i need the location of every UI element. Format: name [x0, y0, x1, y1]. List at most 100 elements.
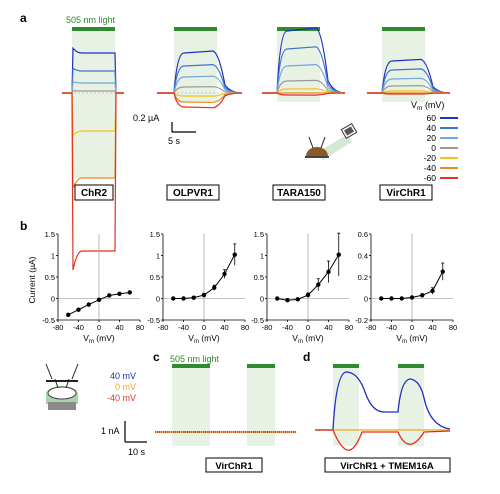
- construct-label-virchr1: VirChR1: [386, 188, 426, 199]
- panel-letter-d: d: [303, 350, 310, 364]
- panel-a-traces: 505 nm light: [62, 15, 451, 271]
- construct-box-tara150: [272, 184, 326, 201]
- iv-xlabel-3: Vm (mV): [396, 333, 428, 345]
- iv-xtick-label-3: 40: [428, 323, 436, 332]
- trace-chr2--60: [62, 92, 124, 271]
- iv-ytick-label-2: -0.5: [251, 316, 264, 325]
- panel-b-ylabel: Current (µA): [27, 256, 37, 303]
- iv-point-olpvr1: [191, 295, 196, 300]
- iv-xtick-label-3: -40: [386, 323, 397, 332]
- iv-xtick-label-0: 0: [97, 323, 101, 332]
- iv-xtick-label-2: 40: [324, 323, 332, 332]
- iv-point-olpvr1: [212, 285, 217, 290]
- construct-label-tara150: TARA150: [277, 188, 321, 199]
- iv-xtick-label-0: 80: [136, 323, 144, 332]
- iv-xtick-label-0: 40: [115, 323, 123, 332]
- iv-point-chr2: [127, 290, 132, 295]
- iv-ytick-label-0: -0.5: [42, 316, 55, 325]
- iv-point-virchr1: [430, 288, 435, 294]
- iv-point-tara150: [316, 282, 321, 287]
- iv-xtick-label-1: -80: [158, 323, 169, 332]
- light-shade-0: [72, 30, 115, 178]
- panel-a-light-label: 505 nm light: [66, 15, 116, 25]
- iv-ytick-label-2: 0.5: [254, 273, 264, 282]
- panel-a-scale-bar: 0.2 µA 5 s: [133, 113, 196, 146]
- iv-point-tara150: [275, 296, 280, 301]
- iv-xtick-label-1: 40: [220, 323, 228, 332]
- iv-xtick-label-0: -80: [53, 323, 64, 332]
- iv-ytick-label-1: 0.5: [150, 273, 160, 282]
- iv-xtick-label-2: 0: [306, 323, 310, 332]
- iv-ytick-label-1: 1: [156, 252, 160, 261]
- iv-xlabel-1: Vm (mV): [188, 333, 220, 345]
- iv-point-olpvr1: [181, 296, 186, 301]
- iv-ytick-label-3: 0.2: [358, 273, 368, 282]
- light-bar-0: [72, 27, 115, 31]
- iv-xtick-label-3: -80: [366, 323, 377, 332]
- scale-current-label: 0.2 µA: [133, 113, 159, 123]
- iv-point-chr2: [117, 291, 122, 296]
- iv-xtick-label-1: 80: [241, 323, 249, 332]
- iv-xtick-label-3: 80: [449, 323, 457, 332]
- trace-chr2-20: [62, 81, 124, 94]
- panel-b-iv-curves: -0.5 0 0.5 1 1.5 -80 -40 0 40 80 Vm (mV) -0.5 0 0.5 1 1…: [42, 230, 457, 345]
- construct-box-virchr1: [379, 184, 433, 201]
- light-shade-3: [382, 30, 425, 102]
- trace-olpvr1--60: [157, 92, 243, 109]
- iv-point-tara150: [336, 252, 341, 257]
- panel-c-construct-box: VirChR1: [205, 457, 263, 473]
- trace-olpvr1-60: [157, 50, 243, 94]
- trace-tara150-60: [262, 27, 346, 94]
- iv-point-olpvr1: [232, 252, 237, 257]
- panel-d-trace-40: [315, 371, 451, 431]
- panel-c-voltage-legend: 40 mV0 mV-40 mV: [107, 371, 136, 403]
- iv-xtick-label-1: -40: [178, 323, 189, 332]
- iv-point-virchr1: [379, 296, 384, 301]
- iv-point-virchr1: [409, 295, 415, 300]
- panel-letter-b: b: [20, 219, 27, 233]
- trace-virchr1--60: [367, 92, 451, 95]
- iv-ytick-label-1: 1.5: [150, 230, 160, 239]
- legend-voltage--40: -40: [424, 163, 437, 173]
- iv-ytick-label-2: 1.5: [254, 230, 264, 239]
- iv-ytick-label-2: 0: [260, 295, 264, 304]
- iv-ytick-label-3: 0: [364, 295, 368, 304]
- iv-xlabel-0: Vm (mV): [83, 333, 115, 345]
- panel-c-light-label: 505 nm light: [170, 354, 220, 364]
- iv-ytick-label-0: 1: [51, 252, 55, 261]
- light-bar-3: [382, 27, 425, 31]
- iv-ytick-label-0: 0.5: [45, 273, 55, 282]
- iv-point-chr2: [66, 312, 71, 318]
- iv-xtick-label-2: -80: [262, 323, 273, 332]
- iv-ytick-label-3: 0.4: [358, 252, 368, 261]
- panel-d-construct-label: VirChR1 + TMEM16A: [340, 461, 434, 472]
- iv-ytick-label-2: 1: [260, 252, 264, 261]
- legend-voltage--20: -20: [424, 153, 437, 163]
- iv-point-tara150: [326, 269, 331, 275]
- panel-letter-c: c: [153, 350, 160, 364]
- panel-c-scale-time: 10 s: [128, 447, 146, 457]
- iv-xtick-label-2: -40: [282, 323, 293, 332]
- iv-point-virchr1: [420, 293, 425, 298]
- iv-xtick-label-0: -40: [73, 323, 84, 332]
- iv-xtick-label-2: 80: [345, 323, 353, 332]
- construct-box-chr2: [74, 184, 114, 201]
- trace-tara150-40: [262, 46, 346, 94]
- trace-chr2-0: [62, 90, 124, 94]
- iv-point-tara150: [285, 298, 290, 303]
- iv-point-olpvr1: [201, 292, 207, 298]
- trace-chr2-40: [62, 67, 124, 94]
- panel-c-legend-2: -40 mV: [107, 393, 136, 403]
- panel-c-scale-current: 1 nA: [101, 426, 120, 436]
- panel-letter-a: a: [20, 11, 27, 25]
- trace-chr2-60: [62, 46, 124, 94]
- construct-label-olpvr1: OLPVR1: [173, 188, 213, 199]
- iv-xtick-label-3: 0: [410, 323, 414, 332]
- iv-ytick-label-3: -0.2: [355, 316, 368, 325]
- iv-point-tara150: [305, 292, 311, 298]
- legend-title: Vm (mV): [411, 100, 444, 112]
- panel-d-trace-minus40: [315, 429, 451, 451]
- iv-xtick-label-1: 0: [202, 323, 206, 332]
- iv-xlabel-2: Vm (mV): [292, 333, 324, 345]
- iv-ytick-label-1: -0.5: [147, 316, 160, 325]
